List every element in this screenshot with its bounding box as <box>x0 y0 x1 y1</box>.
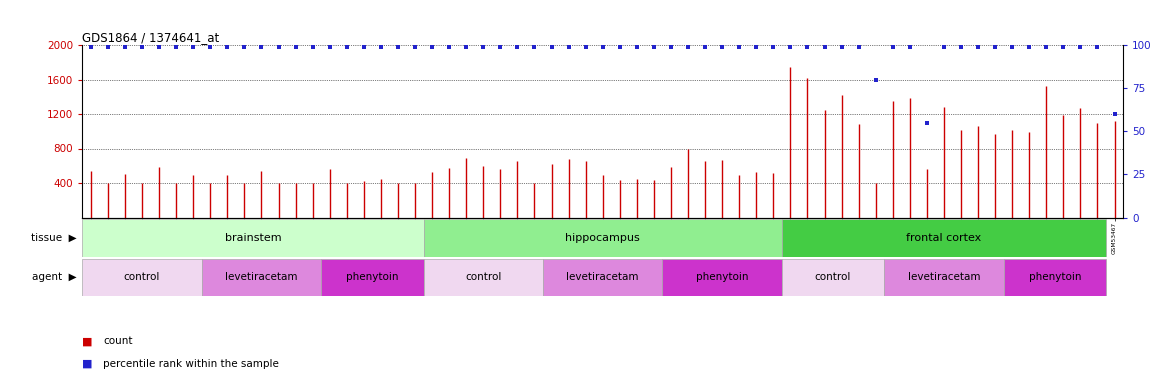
Bar <box>321 259 423 296</box>
Bar <box>884 259 1003 296</box>
Bar <box>82 259 202 296</box>
Text: ■: ■ <box>82 359 93 369</box>
Text: agent  ▶: agent ▶ <box>32 273 76 282</box>
Text: brainstem: brainstem <box>225 233 281 243</box>
Bar <box>782 219 1105 257</box>
Text: GDS1864 / 1374641_at: GDS1864 / 1374641_at <box>82 31 220 44</box>
Text: count: count <box>103 336 133 346</box>
Bar <box>423 219 782 257</box>
Text: control: control <box>815 273 851 282</box>
Text: levetiracetam: levetiracetam <box>908 273 980 282</box>
Text: levetiracetam: levetiracetam <box>226 273 298 282</box>
Bar <box>1003 259 1105 296</box>
Bar <box>423 259 543 296</box>
Bar <box>202 259 321 296</box>
Text: phenytoin: phenytoin <box>1029 273 1081 282</box>
Text: frontal cortex: frontal cortex <box>907 233 982 243</box>
Text: phenytoin: phenytoin <box>696 273 748 282</box>
Bar <box>82 219 423 257</box>
Bar <box>543 259 662 296</box>
Text: hippocampus: hippocampus <box>566 233 640 243</box>
Text: control: control <box>465 273 501 282</box>
Text: levetiracetam: levetiracetam <box>567 273 639 282</box>
Text: phenytoin: phenytoin <box>346 273 399 282</box>
Text: ■: ■ <box>82 336 93 346</box>
Text: control: control <box>123 273 160 282</box>
Bar <box>662 259 782 296</box>
Bar <box>782 259 884 296</box>
Text: percentile rank within the sample: percentile rank within the sample <box>103 359 280 369</box>
Text: tissue  ▶: tissue ▶ <box>31 233 76 243</box>
